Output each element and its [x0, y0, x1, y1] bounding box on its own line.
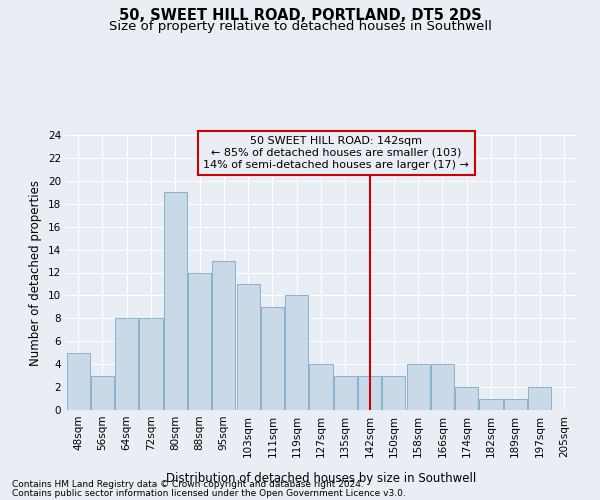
- Text: Distribution of detached houses by size in Southwell: Distribution of detached houses by size …: [166, 472, 476, 485]
- Bar: [431, 364, 454, 410]
- Bar: [382, 376, 406, 410]
- Bar: [479, 398, 503, 410]
- Text: Size of property relative to detached houses in Southwell: Size of property relative to detached ho…: [109, 20, 491, 33]
- Y-axis label: Number of detached properties: Number of detached properties: [29, 180, 43, 366]
- Bar: [358, 376, 381, 410]
- Bar: [528, 387, 551, 410]
- Bar: [212, 261, 235, 410]
- Bar: [91, 376, 114, 410]
- Text: 50 SWEET HILL ROAD: 142sqm
← 85% of detached houses are smaller (103)
14% of sem: 50 SWEET HILL ROAD: 142sqm ← 85% of deta…: [203, 136, 469, 170]
- Bar: [164, 192, 187, 410]
- Bar: [261, 307, 284, 410]
- Bar: [310, 364, 332, 410]
- Bar: [407, 364, 430, 410]
- Bar: [67, 352, 89, 410]
- Text: Contains public sector information licensed under the Open Government Licence v3: Contains public sector information licen…: [12, 488, 406, 498]
- Bar: [334, 376, 357, 410]
- Bar: [455, 387, 478, 410]
- Bar: [236, 284, 260, 410]
- Bar: [188, 272, 211, 410]
- Bar: [285, 296, 308, 410]
- Text: Contains HM Land Registry data © Crown copyright and database right 2024.: Contains HM Land Registry data © Crown c…: [12, 480, 364, 489]
- Bar: [139, 318, 163, 410]
- Bar: [504, 398, 527, 410]
- Text: 50, SWEET HILL ROAD, PORTLAND, DT5 2DS: 50, SWEET HILL ROAD, PORTLAND, DT5 2DS: [119, 8, 481, 22]
- Bar: [115, 318, 138, 410]
